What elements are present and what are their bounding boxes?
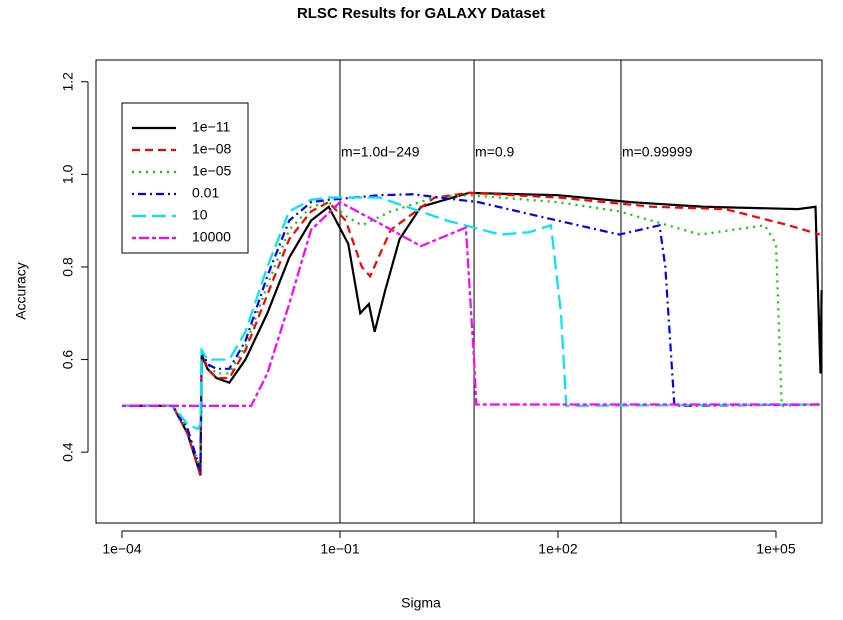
x-tick-label: 1e−01 <box>320 541 360 557</box>
legend-label: 1e−11 <box>192 119 230 135</box>
x-axis-label: Sigma <box>401 595 441 611</box>
legend-box <box>121 102 249 254</box>
series-line <box>121 194 820 471</box>
y-tick-label: 0.8 <box>60 257 76 277</box>
y-tick-label: 0.4 <box>60 442 76 462</box>
x-tick-label: 1e+02 <box>538 541 578 557</box>
y-tick-label: 1.2 <box>60 72 76 92</box>
legend-label: 0.01 <box>192 185 219 201</box>
series-line <box>121 200 820 407</box>
legend-label: 1e−05 <box>192 163 232 179</box>
legend-label: 10 <box>192 207 208 223</box>
legend-label: 1e−08 <box>192 141 232 157</box>
series-line <box>121 191 821 476</box>
x-tick-label: 1e−04 <box>102 541 142 557</box>
x-tick-label: 1e+05 <box>756 541 796 557</box>
reference-label: m=0.99999 <box>622 144 693 160</box>
y-tick-label: 0.6 <box>60 350 76 370</box>
chart-title: RLSC Results for GALAXY Dataset <box>297 5 545 22</box>
y-axis-label: Accuracy <box>13 262 29 320</box>
reference-label: m=1.0d−249 <box>341 144 420 160</box>
reference-label: m=0.9 <box>475 144 515 160</box>
series-line <box>121 196 820 431</box>
legend-label: 10000 <box>192 229 231 245</box>
y-tick-label: 1.0 <box>60 164 76 184</box>
series-line <box>121 193 820 471</box>
